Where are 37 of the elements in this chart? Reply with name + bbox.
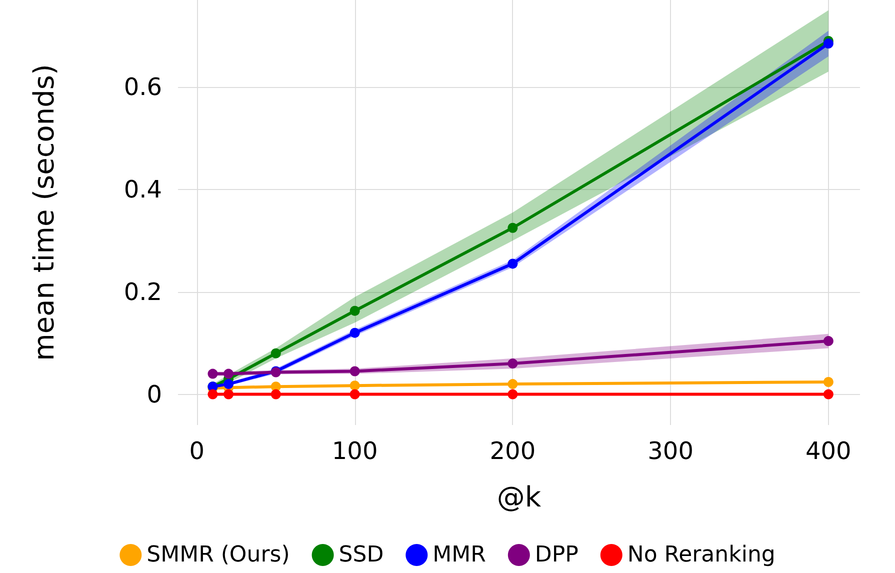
point xyxy=(208,368,218,379)
point xyxy=(208,389,218,400)
x-tick-label: 200 xyxy=(490,437,536,465)
point xyxy=(508,379,518,390)
y-tick-label: 0.2 xyxy=(124,278,162,306)
point xyxy=(350,366,360,376)
point xyxy=(508,222,518,233)
point xyxy=(823,376,834,387)
point xyxy=(508,358,518,369)
y-tick-label: 0.4 xyxy=(124,175,162,204)
legend-label: No Reranking xyxy=(627,542,776,568)
x-tick-label: 300 xyxy=(648,437,694,465)
point xyxy=(270,389,281,400)
point xyxy=(224,389,234,400)
y-tick-label: 0.6 xyxy=(124,73,162,102)
point xyxy=(350,306,360,316)
y-tick-label: 0 xyxy=(146,380,162,408)
x-tick-label: 0 xyxy=(189,437,205,465)
point xyxy=(508,389,518,400)
x-tick-label: 400 xyxy=(806,437,852,465)
legend-label: MMR xyxy=(432,542,486,568)
point xyxy=(224,368,234,379)
legend-label: SSD xyxy=(338,542,384,568)
point xyxy=(350,328,360,338)
y-axis-title: mean time (seconds) xyxy=(28,64,60,361)
point xyxy=(508,258,518,269)
point xyxy=(823,38,834,49)
legend-label: SMMR (Ours) xyxy=(146,542,290,568)
x-axis-title: @k xyxy=(496,480,542,514)
point xyxy=(823,389,834,400)
point xyxy=(270,348,281,358)
point xyxy=(350,389,360,400)
legend-label: DPP xyxy=(534,542,578,568)
x-tick-label: 100 xyxy=(332,437,378,465)
point xyxy=(224,379,234,390)
point xyxy=(823,336,834,346)
point xyxy=(350,380,360,391)
